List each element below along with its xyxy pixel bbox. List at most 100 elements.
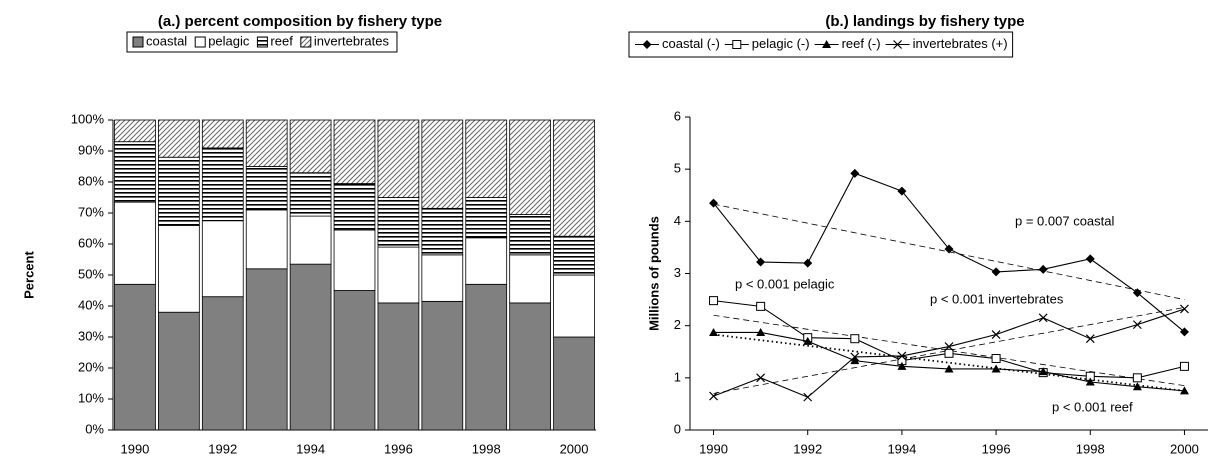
bar-segment — [114, 119, 156, 143]
bar-segment — [509, 214, 551, 256]
bar-segment — [465, 119, 508, 198]
marker — [1038, 313, 1048, 323]
marker — [1179, 361, 1189, 371]
bar-segment — [245, 119, 288, 167]
marker — [709, 391, 718, 401]
marker — [1085, 334, 1095, 344]
legend-label: coastal — [146, 33, 187, 48]
marker — [756, 373, 766, 383]
marker — [893, 40, 903, 49]
bar-segment — [201, 296, 244, 431]
y-tick-label: 80% — [78, 173, 104, 188]
bar-segment — [158, 119, 200, 158]
bar-segment — [158, 311, 200, 431]
y-tick-label: 40% — [78, 297, 104, 312]
bar-segment — [201, 220, 244, 298]
bar-segment — [421, 207, 464, 256]
x-tick-label: 1990 — [699, 441, 728, 456]
marker — [897, 351, 907, 361]
bar-segment — [509, 302, 551, 431]
y-tick-label: 4 — [674, 213, 681, 228]
marker — [897, 186, 907, 196]
marker — [1038, 264, 1048, 274]
bar-segment — [333, 183, 376, 231]
bar-segment — [158, 156, 200, 226]
marker — [991, 330, 1001, 339]
bar-segment — [201, 119, 244, 149]
marker — [850, 334, 860, 344]
y-tick-label: 2 — [674, 317, 681, 332]
y-tick-label: 60% — [78, 235, 104, 250]
y-tick-label: 10% — [78, 390, 104, 405]
chart-title: (a.) percent composition by fishery type — [158, 13, 442, 30]
bar-segment — [421, 119, 464, 209]
legend-swatch — [132, 36, 144, 48]
marker — [642, 40, 652, 49]
x-tick-label: 1992 — [208, 441, 237, 456]
legend-label: invertebrates — [314, 33, 390, 48]
bar-segment — [289, 263, 332, 431]
y-tick-label: 5 — [674, 161, 681, 176]
legend-swatch — [194, 36, 206, 48]
bar-segment — [377, 197, 420, 248]
x-tick-label: 1990 — [120, 441, 149, 456]
x-tick-label: 1998 — [1076, 441, 1105, 456]
legend-label: pelagic — [208, 33, 250, 48]
marker — [991, 364, 1001, 373]
y-tick-label: 6 — [674, 108, 681, 123]
marker — [944, 342, 954, 351]
bar-segment — [333, 119, 376, 184]
marker — [756, 327, 766, 336]
marker — [1085, 377, 1095, 386]
x-tick-label: 1996 — [982, 441, 1011, 456]
bar-segment — [289, 172, 332, 217]
marker — [1179, 327, 1189, 337]
y-tick-label: 100% — [71, 111, 105, 126]
marker — [803, 336, 813, 345]
x-tick-label: 1994 — [296, 441, 325, 456]
bar-segment — [553, 235, 595, 276]
y-tick-label: 1 — [674, 369, 681, 384]
legend-label: reef (-) — [842, 36, 881, 51]
bar-segment — [377, 302, 420, 431]
x-tick-label: 2000 — [1170, 441, 1199, 456]
marker — [709, 327, 719, 336]
marker — [1132, 288, 1142, 298]
bar-segment — [201, 147, 244, 222]
marker — [756, 257, 766, 267]
y-tick-label: 0 — [674, 421, 681, 436]
annotation: p = 0.007 coastal — [1015, 213, 1114, 228]
legend-label: pelagic (-) — [752, 36, 810, 51]
y-axis-label: Percent — [21, 250, 36, 298]
marker — [756, 301, 766, 311]
bar-segment — [509, 254, 551, 304]
annotation: p < 0.001 reef — [1052, 399, 1133, 414]
bar-segment — [245, 166, 288, 211]
bar-segment — [553, 274, 595, 338]
bar-segment — [333, 229, 376, 291]
trend-line — [713, 333, 1185, 392]
bar-segment — [421, 254, 464, 302]
legend: coastal (-) pelagic (-) reef (-) invertebra… — [628, 31, 1014, 58]
marker — [1180, 304, 1189, 314]
legend-swatch — [256, 36, 268, 48]
bar-segment — [158, 224, 200, 313]
legend-label: invertebrates (+) — [913, 36, 1008, 51]
bar-segment — [245, 209, 288, 270]
legend-label: coastal (-) — [662, 36, 720, 51]
annotation: p < 0.001 invertebrates — [930, 291, 1064, 306]
marker — [709, 198, 719, 208]
y-tick-label: 0% — [85, 421, 104, 436]
legend-label: reef — [270, 33, 293, 48]
y-tick-label: 50% — [78, 266, 104, 281]
marker — [991, 267, 1001, 277]
y-tick-label: 30% — [78, 328, 104, 343]
x-tick-label: 1994 — [887, 441, 916, 456]
bar-segment — [465, 197, 508, 239]
marker — [1038, 367, 1048, 376]
marker — [944, 364, 954, 373]
marker — [850, 352, 860, 362]
marker — [991, 354, 1001, 364]
marker — [1132, 320, 1142, 330]
